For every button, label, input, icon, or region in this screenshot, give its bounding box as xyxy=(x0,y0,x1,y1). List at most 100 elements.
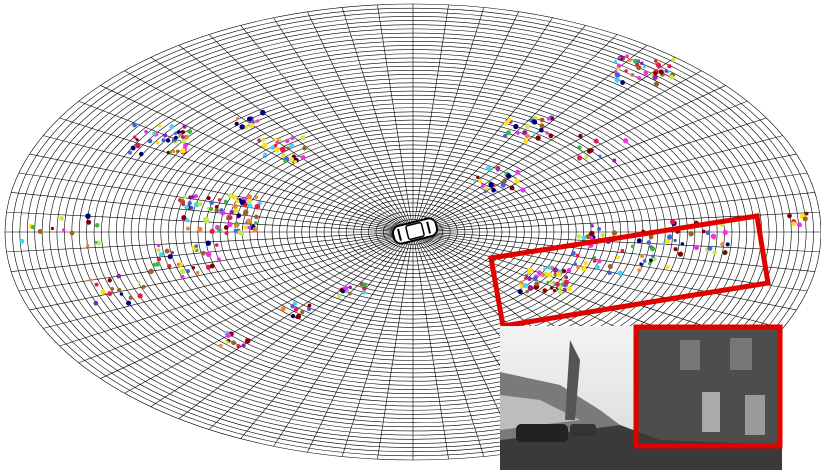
point xyxy=(787,213,792,219)
point xyxy=(527,276,532,282)
point xyxy=(234,223,239,228)
point xyxy=(88,278,93,282)
point xyxy=(307,303,312,308)
point xyxy=(646,240,652,245)
point xyxy=(181,215,187,221)
grid-spoke xyxy=(18,233,399,292)
point xyxy=(552,267,558,273)
point xyxy=(185,269,191,274)
point xyxy=(513,123,519,130)
point xyxy=(607,263,613,269)
point xyxy=(652,74,658,80)
point xyxy=(630,244,635,249)
point xyxy=(182,195,187,199)
point xyxy=(179,268,186,275)
point xyxy=(126,300,132,306)
point xyxy=(525,289,529,294)
point xyxy=(176,262,180,267)
point xyxy=(527,284,533,291)
point xyxy=(236,344,241,349)
point xyxy=(165,138,171,143)
point xyxy=(540,272,546,278)
car-roof xyxy=(405,221,425,241)
point xyxy=(614,77,620,83)
point xyxy=(166,151,170,155)
point xyxy=(152,131,157,136)
point xyxy=(480,183,485,188)
point xyxy=(295,315,299,319)
point xyxy=(575,253,580,258)
point xyxy=(522,130,528,136)
point xyxy=(637,268,642,273)
point xyxy=(300,310,305,315)
grid-spoke xyxy=(59,117,401,229)
car-body xyxy=(391,217,439,245)
point xyxy=(348,285,352,290)
point xyxy=(649,258,653,263)
point xyxy=(94,223,100,228)
point xyxy=(254,195,259,199)
point xyxy=(712,250,717,255)
point xyxy=(650,73,655,77)
point xyxy=(337,294,342,299)
point xyxy=(233,208,239,213)
grid-spoke xyxy=(29,234,400,311)
point xyxy=(132,122,137,128)
point xyxy=(669,74,674,80)
point xyxy=(636,64,642,71)
point xyxy=(285,138,290,144)
point xyxy=(141,284,146,289)
point xyxy=(217,198,222,202)
point xyxy=(520,187,526,193)
point xyxy=(524,124,531,130)
point xyxy=(707,245,713,251)
photo-window xyxy=(680,340,700,370)
point xyxy=(623,138,629,144)
car-rear-window xyxy=(426,221,432,234)
point xyxy=(270,145,275,150)
grid-spoke xyxy=(307,11,410,225)
point xyxy=(117,287,122,293)
point xyxy=(289,143,295,149)
point xyxy=(720,242,725,247)
point xyxy=(550,116,555,121)
point xyxy=(152,262,157,267)
grid-spoke xyxy=(423,70,702,227)
point xyxy=(85,213,91,219)
image-detection-box xyxy=(633,324,783,449)
point xyxy=(617,270,623,276)
point xyxy=(248,122,255,129)
grid-spoke xyxy=(420,34,618,226)
point xyxy=(637,76,642,81)
point xyxy=(183,134,189,140)
point xyxy=(640,61,644,66)
point xyxy=(273,137,278,142)
point xyxy=(214,205,219,209)
point xyxy=(147,138,153,144)
grid-spoke xyxy=(422,57,676,226)
point xyxy=(722,250,728,255)
point xyxy=(483,189,488,194)
point xyxy=(658,69,664,75)
point xyxy=(651,254,655,258)
point xyxy=(235,116,240,121)
point xyxy=(260,109,266,116)
grid-spoke xyxy=(307,239,410,453)
car-windshield xyxy=(397,228,402,241)
point xyxy=(705,230,711,236)
point xyxy=(577,155,583,161)
point xyxy=(158,252,164,257)
point xyxy=(648,234,654,240)
grid-spoke xyxy=(341,7,411,224)
point xyxy=(246,218,252,224)
point xyxy=(488,181,494,188)
point xyxy=(651,256,657,262)
point xyxy=(500,182,506,188)
grid-spoke xyxy=(427,232,820,253)
point xyxy=(549,280,554,285)
point xyxy=(232,194,237,200)
point xyxy=(581,235,587,241)
grid-spoke xyxy=(100,85,402,227)
point xyxy=(234,121,239,126)
point xyxy=(505,130,512,136)
